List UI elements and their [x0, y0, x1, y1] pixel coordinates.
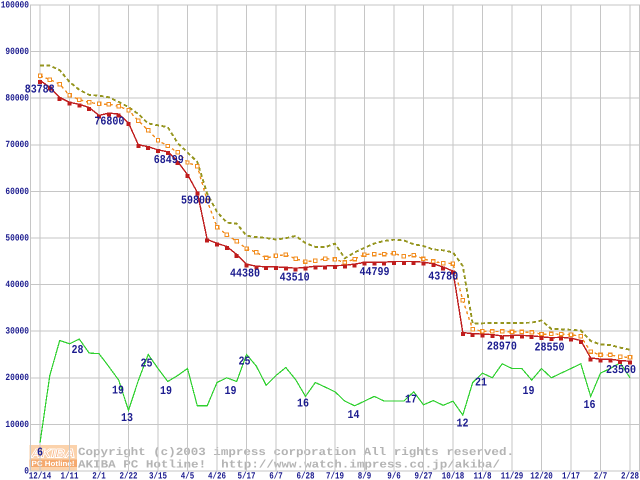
- svg-text:80000: 80000: [5, 93, 29, 104]
- svg-text:43780: 43780: [428, 269, 458, 283]
- svg-text:1/17: 1/17: [562, 470, 580, 480]
- svg-text:21: 21: [475, 376, 487, 390]
- svg-text:17: 17: [405, 393, 417, 407]
- svg-text:19: 19: [112, 384, 124, 398]
- svg-text:8/9: 8/9: [358, 470, 372, 480]
- svg-text:PC Hotline!: PC Hotline!: [32, 459, 75, 468]
- svg-text:7/19: 7/19: [326, 470, 344, 480]
- svg-text:1/11: 1/11: [61, 470, 79, 480]
- svg-text:0: 0: [24, 465, 29, 476]
- svg-text:13: 13: [121, 411, 133, 425]
- svg-text:19: 19: [160, 384, 172, 398]
- svg-text:12: 12: [457, 417, 469, 431]
- svg-text:50000: 50000: [5, 232, 29, 243]
- svg-text:6/7: 6/7: [269, 470, 283, 480]
- svg-text:11/29: 11/29: [501, 470, 524, 480]
- svg-text:AKIBA: AKIBA: [30, 447, 75, 461]
- svg-text:23560: 23560: [606, 363, 636, 377]
- svg-text:90000: 90000: [5, 46, 29, 57]
- svg-text:12/20: 12/20: [530, 470, 553, 480]
- svg-text:2/22: 2/22: [120, 470, 138, 480]
- svg-text:5/17: 5/17: [238, 470, 256, 480]
- svg-text:4/5: 4/5: [181, 470, 195, 480]
- svg-text:44799: 44799: [360, 265, 390, 279]
- svg-text:28550: 28550: [535, 340, 565, 354]
- svg-text:30000: 30000: [5, 326, 29, 337]
- svg-text:83788: 83788: [25, 83, 55, 97]
- svg-text:16: 16: [297, 397, 309, 411]
- svg-text:6/28: 6/28: [297, 470, 315, 480]
- svg-text:4/26: 4/26: [208, 470, 226, 480]
- svg-text:68499: 68499: [154, 153, 184, 167]
- svg-text:10000: 10000: [5, 419, 29, 430]
- svg-text:44380: 44380: [230, 267, 260, 281]
- svg-text:Copyright (c)2003 impress corp: Copyright (c)2003 impress corporation Al…: [78, 447, 514, 459]
- svg-text:70000: 70000: [5, 139, 29, 150]
- svg-text:10/18: 10/18: [442, 470, 465, 480]
- svg-text:43510: 43510: [280, 271, 310, 285]
- svg-text:100000: 100000: [1, 0, 30, 10]
- svg-text:19: 19: [225, 384, 237, 398]
- svg-text:AKIBA PC Hotline! http://www.: AKIBA PC Hotline! http://www.watch.impre…: [78, 459, 500, 471]
- svg-text:19: 19: [523, 384, 535, 398]
- svg-text:3/15: 3/15: [149, 470, 167, 480]
- svg-text:25: 25: [239, 355, 251, 369]
- svg-text:40000: 40000: [5, 279, 29, 290]
- svg-text:59800: 59800: [181, 194, 211, 208]
- svg-text:2/1: 2/1: [92, 470, 106, 480]
- svg-text:2/28: 2/28: [621, 470, 639, 480]
- svg-text:60000: 60000: [5, 186, 29, 197]
- svg-text:2/7: 2/7: [594, 470, 608, 480]
- svg-text:20000: 20000: [5, 372, 29, 383]
- svg-text:76800: 76800: [94, 115, 124, 129]
- svg-text:28970: 28970: [487, 340, 517, 354]
- svg-text:12/14: 12/14: [29, 470, 52, 480]
- svg-text:25: 25: [141, 357, 153, 371]
- svg-text:16: 16: [584, 398, 596, 412]
- svg-text:11/8: 11/8: [474, 470, 492, 480]
- svg-text:9/27: 9/27: [415, 470, 433, 480]
- svg-text:6: 6: [37, 446, 43, 460]
- svg-text:14: 14: [348, 408, 360, 422]
- svg-text:9/6: 9/6: [387, 470, 401, 480]
- svg-text:28: 28: [72, 343, 84, 357]
